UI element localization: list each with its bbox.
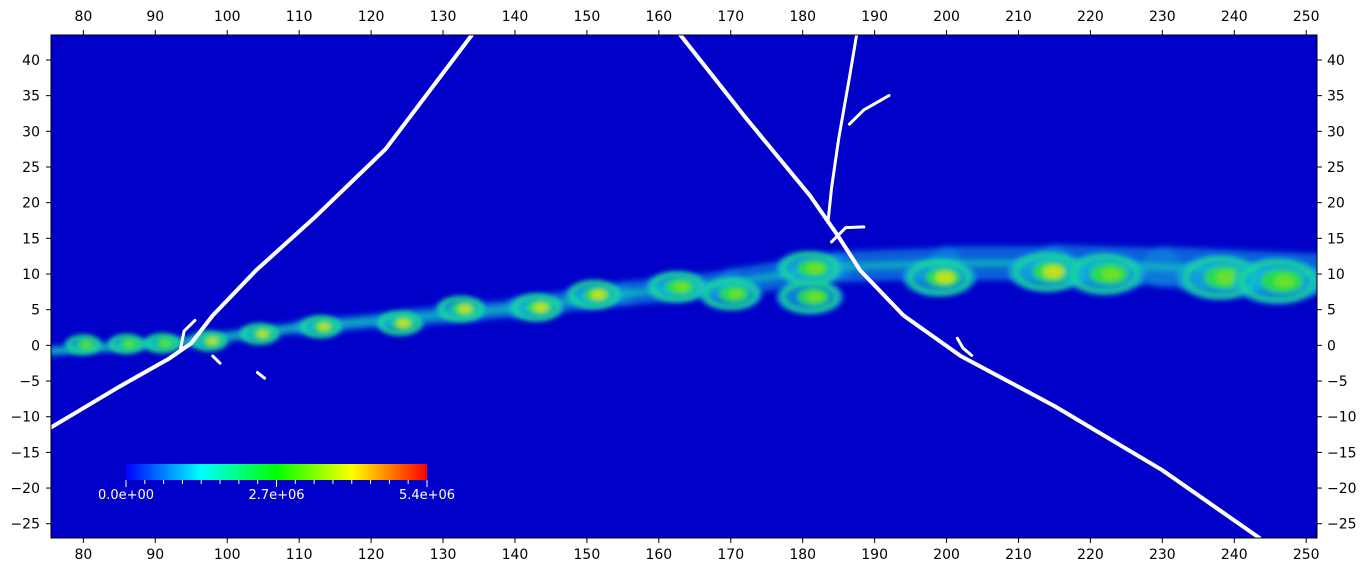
y-tick-label-right: 25 bbox=[1327, 160, 1345, 176]
y-tick-label-left: 0 bbox=[31, 338, 40, 354]
x-tick-label-top: 180 bbox=[789, 9, 816, 25]
y-tick-label-left: −25 bbox=[10, 517, 40, 533]
vortex bbox=[565, 279, 623, 310]
y-tick-label-left: −15 bbox=[10, 445, 40, 461]
y-tick-label-right: −20 bbox=[1327, 481, 1357, 497]
x-tick-label-top: 200 bbox=[933, 9, 960, 25]
colorbar: 0.0e+00 2.7e+06 5.4e+06 bbox=[98, 464, 455, 503]
x-tick-label-bottom: 90 bbox=[146, 547, 164, 563]
y-tick-label-left: 35 bbox=[22, 89, 40, 105]
x-tick-label-bottom: 220 bbox=[1077, 547, 1104, 563]
y-tick-label-right: −10 bbox=[1327, 410, 1357, 426]
y-tick-label-left: 5 bbox=[31, 303, 40, 319]
y-tick-label-right: 10 bbox=[1327, 267, 1345, 283]
y-tick-label-right: 35 bbox=[1327, 89, 1345, 105]
white-contour bbox=[830, 225, 866, 244]
white-contour bbox=[678, 35, 1262, 538]
x-tick-label-bottom: 150 bbox=[574, 547, 601, 563]
x-tick-label-top: 90 bbox=[146, 9, 164, 25]
vortex bbox=[189, 330, 229, 352]
x-tick-label-top: 190 bbox=[861, 9, 888, 25]
vortex bbox=[143, 333, 182, 354]
vortex bbox=[509, 293, 564, 322]
x-tick-label-bottom: 250 bbox=[1293, 547, 1320, 563]
x-tick-label-bottom: 140 bbox=[502, 547, 529, 563]
y-tick-label-left: 25 bbox=[22, 160, 40, 176]
white-contour bbox=[255, 371, 267, 380]
x-tick-label-bottom: 100 bbox=[214, 547, 241, 563]
y-tick-label-right: 15 bbox=[1327, 231, 1345, 247]
colorbar-label: 0.0e+00 bbox=[98, 488, 154, 503]
x-tick-label-bottom: 180 bbox=[789, 547, 816, 563]
x-tick-label-bottom: 200 bbox=[933, 547, 960, 563]
x-tick-label-top: 110 bbox=[286, 9, 313, 25]
vortex bbox=[238, 323, 281, 345]
x-tick-label-top: 140 bbox=[502, 9, 529, 25]
y-tick-label-left: 15 bbox=[22, 231, 40, 247]
x-tick-label-bottom: 110 bbox=[286, 547, 313, 563]
y-tick-label-right: 40 bbox=[1327, 53, 1345, 69]
y-tick-label-right: −25 bbox=[1327, 517, 1357, 533]
white-contour bbox=[211, 354, 222, 365]
x-tick-label-bottom: 160 bbox=[645, 547, 672, 563]
y-tick-label-right: 5 bbox=[1327, 303, 1336, 319]
colorbar-label: 2.7e+06 bbox=[248, 488, 304, 503]
x-tick-label-top: 170 bbox=[717, 9, 744, 25]
y-tick-label-left: −10 bbox=[10, 410, 40, 426]
y-tick-label-left: 40 bbox=[22, 53, 40, 69]
vortex bbox=[298, 315, 343, 339]
y-tick-label-left: −20 bbox=[10, 481, 40, 497]
colorbar-label: 5.4e+06 bbox=[399, 488, 455, 503]
white-contour bbox=[847, 94, 891, 126]
x-tick-label-top: 160 bbox=[645, 9, 672, 25]
x-tick-label-bottom: 170 bbox=[717, 547, 744, 563]
vortex-group bbox=[64, 250, 1317, 355]
x-tick-label-top: 240 bbox=[1221, 9, 1248, 25]
vortex bbox=[776, 279, 844, 315]
x-tick-label-bottom: 130 bbox=[430, 547, 457, 563]
x-tick-label-top: 210 bbox=[1005, 9, 1032, 25]
y-tick-label-right: −15 bbox=[1327, 445, 1357, 461]
vortex bbox=[435, 295, 487, 323]
y-tick-label-left: 10 bbox=[22, 267, 40, 283]
x-tick-label-top: 120 bbox=[358, 9, 385, 25]
vortex bbox=[375, 310, 424, 336]
y-tick-label-right: 20 bbox=[1327, 196, 1345, 212]
x-tick-label-bottom: 190 bbox=[861, 547, 888, 563]
vortex bbox=[698, 277, 763, 311]
colorbar-gradient bbox=[126, 464, 427, 480]
x-tick-label-top: 230 bbox=[1149, 9, 1176, 25]
plot-frame bbox=[50, 34, 1318, 539]
vortex bbox=[646, 270, 708, 303]
x-tick-label-top: 100 bbox=[214, 9, 241, 25]
white-contour bbox=[51, 35, 474, 430]
x-tick-label-bottom: 210 bbox=[1005, 547, 1032, 563]
x-tick-label-top: 150 bbox=[574, 9, 601, 25]
vortex bbox=[64, 334, 103, 355]
vortex bbox=[1064, 252, 1146, 296]
y-tick-label-left: −5 bbox=[19, 374, 40, 390]
x-tick-label-bottom: 230 bbox=[1149, 547, 1176, 563]
x-tick-label-top: 80 bbox=[74, 9, 92, 25]
white-contour bbox=[179, 318, 197, 351]
y-tick-label-left: 30 bbox=[22, 124, 40, 140]
white-contour bbox=[955, 336, 974, 357]
x-tick-label-bottom: 80 bbox=[74, 547, 92, 563]
white-contour bbox=[826, 35, 859, 225]
vortex bbox=[902, 258, 977, 297]
vortex bbox=[776, 250, 844, 287]
x-tick-label-top: 250 bbox=[1293, 9, 1320, 25]
x-tick-label-bottom: 240 bbox=[1221, 547, 1248, 563]
y-tick-label-right: 30 bbox=[1327, 124, 1345, 140]
y-tick-label-right: 0 bbox=[1327, 338, 1336, 354]
x-tick-label-top: 130 bbox=[430, 9, 457, 25]
y-tick-label-right: −5 bbox=[1327, 374, 1348, 390]
vortex bbox=[1232, 257, 1317, 305]
vortex bbox=[107, 333, 146, 354]
x-tick-label-top: 220 bbox=[1077, 9, 1104, 25]
x-tick-label-bottom: 120 bbox=[358, 547, 385, 563]
y-tick-label-left: 20 bbox=[22, 196, 40, 212]
